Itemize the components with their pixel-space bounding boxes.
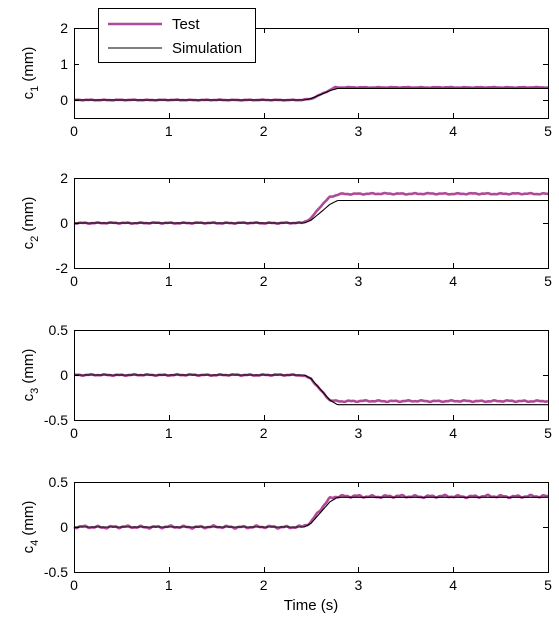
y-axis-label: c4 (mm)	[20, 501, 41, 554]
x-tick-label: 4	[449, 577, 457, 593]
x-tick-label: 5	[544, 123, 552, 139]
legend-simulation-label: Simulation	[172, 40, 242, 57]
x-tick-label: 4	[449, 425, 457, 441]
series-simulation-line	[74, 87, 548, 101]
y-tick-label: -0.5	[44, 412, 68, 428]
y-tick-label: 0	[60, 519, 68, 535]
x-axis-label: Time (s)	[284, 597, 338, 614]
y-axis-label: c1 (mm)	[20, 47, 41, 100]
y-tick-label: 2	[60, 170, 68, 186]
y-axis-label: c2 (mm)	[20, 197, 41, 250]
x-tick-label: 2	[260, 577, 268, 593]
x-tick-label: 1	[165, 425, 173, 441]
x-tick-label: 2	[260, 123, 268, 139]
x-tick-label: 0	[70, 425, 78, 441]
y-tick-label: 0.5	[49, 322, 69, 338]
subplot-c3: 0 1 2 3 4 5-0.500.5c3 (mm)	[20, 322, 552, 441]
x-tick-label: 5	[544, 577, 552, 593]
x-tick-label: 1	[165, 123, 173, 139]
x-tick-label: 5	[544, 425, 552, 441]
x-tick-label: 0	[70, 273, 78, 289]
x-tick-label: 3	[355, 425, 363, 441]
x-tick-label: 0	[70, 577, 78, 593]
y-tick-label: 2	[60, 20, 68, 36]
subplot-c1: 0 1 2 3 4 5 0 1 2 c1 (mm) Test Simulation	[20, 8, 552, 139]
x-tick-label: 4	[449, 123, 457, 139]
x-tick-label: 2	[260, 273, 268, 289]
axes-box	[74, 28, 549, 119]
x-tick-label: 3	[355, 123, 363, 139]
y-tick-label: 0	[60, 215, 68, 231]
y-tick-label: -0.5	[44, 564, 68, 580]
series-test-line	[73, 191, 549, 226]
x-tick-label: 2	[260, 425, 268, 441]
subplot-c4: 0 1 2 3 4 5-0.500.5c4 (mm)Time (s)	[20, 474, 552, 614]
x-tick-label: 3	[355, 577, 363, 593]
legend: Test Simulation	[98, 8, 256, 63]
series-test-line	[73, 493, 549, 530]
series-simulation-line	[74, 374, 548, 406]
x-tick-label: 0	[70, 123, 78, 139]
series-simulation-line	[74, 496, 548, 528]
x-tick-label: 1	[165, 577, 173, 593]
series-simulation-line	[74, 199, 548, 224]
y-tick-label: 0	[60, 92, 68, 108]
y-tick-label: -2	[56, 260, 69, 276]
x-tick-label: 4	[449, 273, 457, 289]
y-tick-label: 1	[60, 56, 68, 72]
y-tick-label: 0.5	[49, 474, 69, 490]
x-tick-label: 5	[544, 273, 552, 289]
y-tick-label: 0	[60, 367, 68, 383]
x-tick-label: 3	[355, 273, 363, 289]
legend-test-label: Test	[172, 16, 200, 33]
y-axis-label: c3 (mm)	[20, 349, 41, 402]
x-tick-label: 1	[165, 273, 173, 289]
legend-box	[98, 8, 256, 63]
